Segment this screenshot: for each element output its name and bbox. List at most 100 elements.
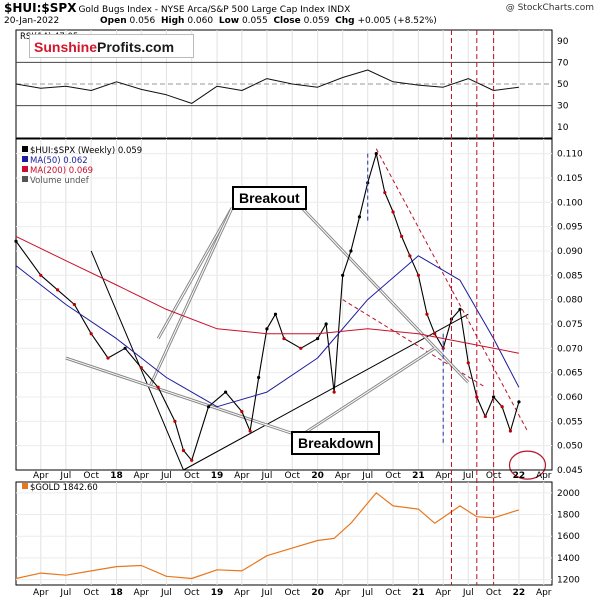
price-point: [357, 215, 362, 219]
price-point: [55, 288, 60, 292]
price-point: [173, 419, 177, 423]
rsi-ytick-label: 70: [557, 58, 569, 68]
gold-xtick-label: Apr: [335, 588, 351, 598]
price-legend-entry: MA(50) 0.062: [30, 156, 88, 166]
price-xtick-label: Jul: [361, 471, 373, 481]
price-ytick-label: 0.095: [557, 223, 583, 233]
gold-xtick-label: Apr: [234, 588, 250, 598]
price-xtick-label: Jul: [59, 471, 71, 481]
price-point: [466, 361, 470, 365]
price-xtick-label: 19: [211, 471, 224, 481]
gold-xtick-label: 20: [311, 588, 324, 598]
price-legend-swatch: [22, 156, 28, 162]
price-point: [224, 390, 228, 394]
breakdown-pointer-line-inner: [65, 357, 301, 437]
price-point: [349, 249, 353, 253]
price-point: [265, 327, 269, 331]
price-xtick-label: 21: [412, 471, 425, 481]
gold-xtick-label: Jul: [260, 588, 272, 598]
gold-series-line: [15, 492, 520, 580]
rsi-ytick-label: 50: [557, 80, 569, 90]
price-xtick-label: Apr: [536, 471, 552, 481]
gold-xtick-label: 22: [513, 588, 526, 598]
price-xtick-label: Jul: [260, 471, 272, 481]
price-ytick-label: 0.070: [557, 344, 583, 354]
price-series-line: [15, 255, 520, 408]
gold-xtick-label: Apr: [536, 588, 552, 598]
gold-panel-frame: [15, 481, 553, 586]
chg-label: Chg: [335, 16, 355, 26]
price-series-line: [15, 235, 519, 354]
breakout-pointer-line-inner: [157, 207, 233, 339]
price-xtick-label: Apr: [335, 471, 351, 481]
price-ytick-label: 0.110: [557, 150, 583, 160]
price-ytick-label: 0.085: [557, 271, 583, 281]
price-xtick-label: Jul: [160, 471, 172, 481]
price-legend-swatch: [22, 166, 28, 172]
rsi-line: [15, 69, 519, 104]
price-ytick-label: 0.080: [557, 296, 583, 306]
price-point: [408, 254, 412, 258]
price-point: [341, 273, 345, 277]
price-ytick-label: 0.075: [557, 320, 583, 330]
price-series-line: [15, 153, 520, 461]
price-xtick-label: Oct: [83, 471, 99, 481]
breakout-callout: Breakout: [232, 186, 307, 210]
price-point: [240, 409, 244, 414]
gold-xtick-label: Apr: [435, 588, 451, 598]
symbol-description: Gold Bugs Index - NYSE Arca/S&P 500 Larg…: [78, 5, 351, 15]
watermark: @ StockCharts.com: [505, 3, 594, 13]
price-point: [106, 356, 110, 360]
close-label: Close: [273, 16, 301, 26]
price-point: [374, 152, 378, 156]
price-point: [257, 375, 261, 380]
support-trendline: [183, 313, 469, 471]
gold-xtick-label: Apr: [33, 588, 49, 598]
sunshine-profits-logo: SunshineProfits.com: [29, 34, 194, 58]
price-ytick-label: 0.055: [557, 417, 583, 427]
price-xtick-label: Oct: [184, 471, 200, 481]
high-label: High: [160, 16, 185, 26]
price-ytick-label: 0.090: [557, 247, 583, 257]
price-point: [206, 405, 211, 409]
symbol: $HUI:$SPX: [4, 1, 77, 15]
price-legend-swatch: [22, 176, 28, 182]
gold-xtick-label: Oct: [486, 588, 502, 598]
price-point: [190, 458, 194, 462]
price-legend-entry: $HUI:$SPX (Weekly) 0.059: [30, 146, 142, 156]
price-ytick-label: 0.100: [557, 198, 583, 208]
price-xtick-label: Apr: [134, 471, 150, 481]
price-point: [458, 307, 462, 311]
gold-ytick-label: 1400: [557, 554, 580, 564]
price-xtick-label: Oct: [486, 471, 502, 481]
price-xtick-label: 20: [311, 471, 324, 481]
rsi-ytick-label: 30: [557, 102, 569, 112]
red-dashed-resistance: [375, 148, 528, 432]
price-point: [416, 273, 421, 277]
price-point: [273, 312, 278, 316]
breakout-pointer-line-inner: [149, 207, 233, 388]
price-point: [483, 414, 487, 419]
down-trendline: [90, 250, 184, 471]
price-point: [517, 400, 521, 404]
price-point: [332, 390, 336, 394]
ohlc-readout: Open 0.056 High 0.060 Low 0.055 Close 0.…: [100, 16, 437, 26]
breakout-pointer-line-inner: [299, 205, 469, 383]
gold-xtick-label: 19: [211, 588, 224, 598]
price-xtick-label: 18: [110, 471, 123, 481]
price-ytick-label: 0.060: [557, 393, 583, 403]
gold-ytick-label: 1600: [557, 532, 580, 542]
gold-xtick-label: Apr: [134, 588, 150, 598]
price-xtick-label: Oct: [284, 471, 300, 481]
price-point: [14, 239, 18, 243]
rsi-ytick-label: 10: [557, 123, 569, 133]
price-point: [324, 322, 328, 326]
rsi-ytick-label: 90: [557, 37, 569, 47]
price-xtick-label: Apr: [234, 471, 250, 481]
gold-xtick-label: 21: [412, 588, 425, 598]
gold-xtick-label: Jul: [59, 588, 71, 598]
price-ytick-label: 0.065: [557, 369, 583, 379]
gold-xtick-label: Oct: [385, 588, 401, 598]
price-point: [400, 234, 404, 238]
